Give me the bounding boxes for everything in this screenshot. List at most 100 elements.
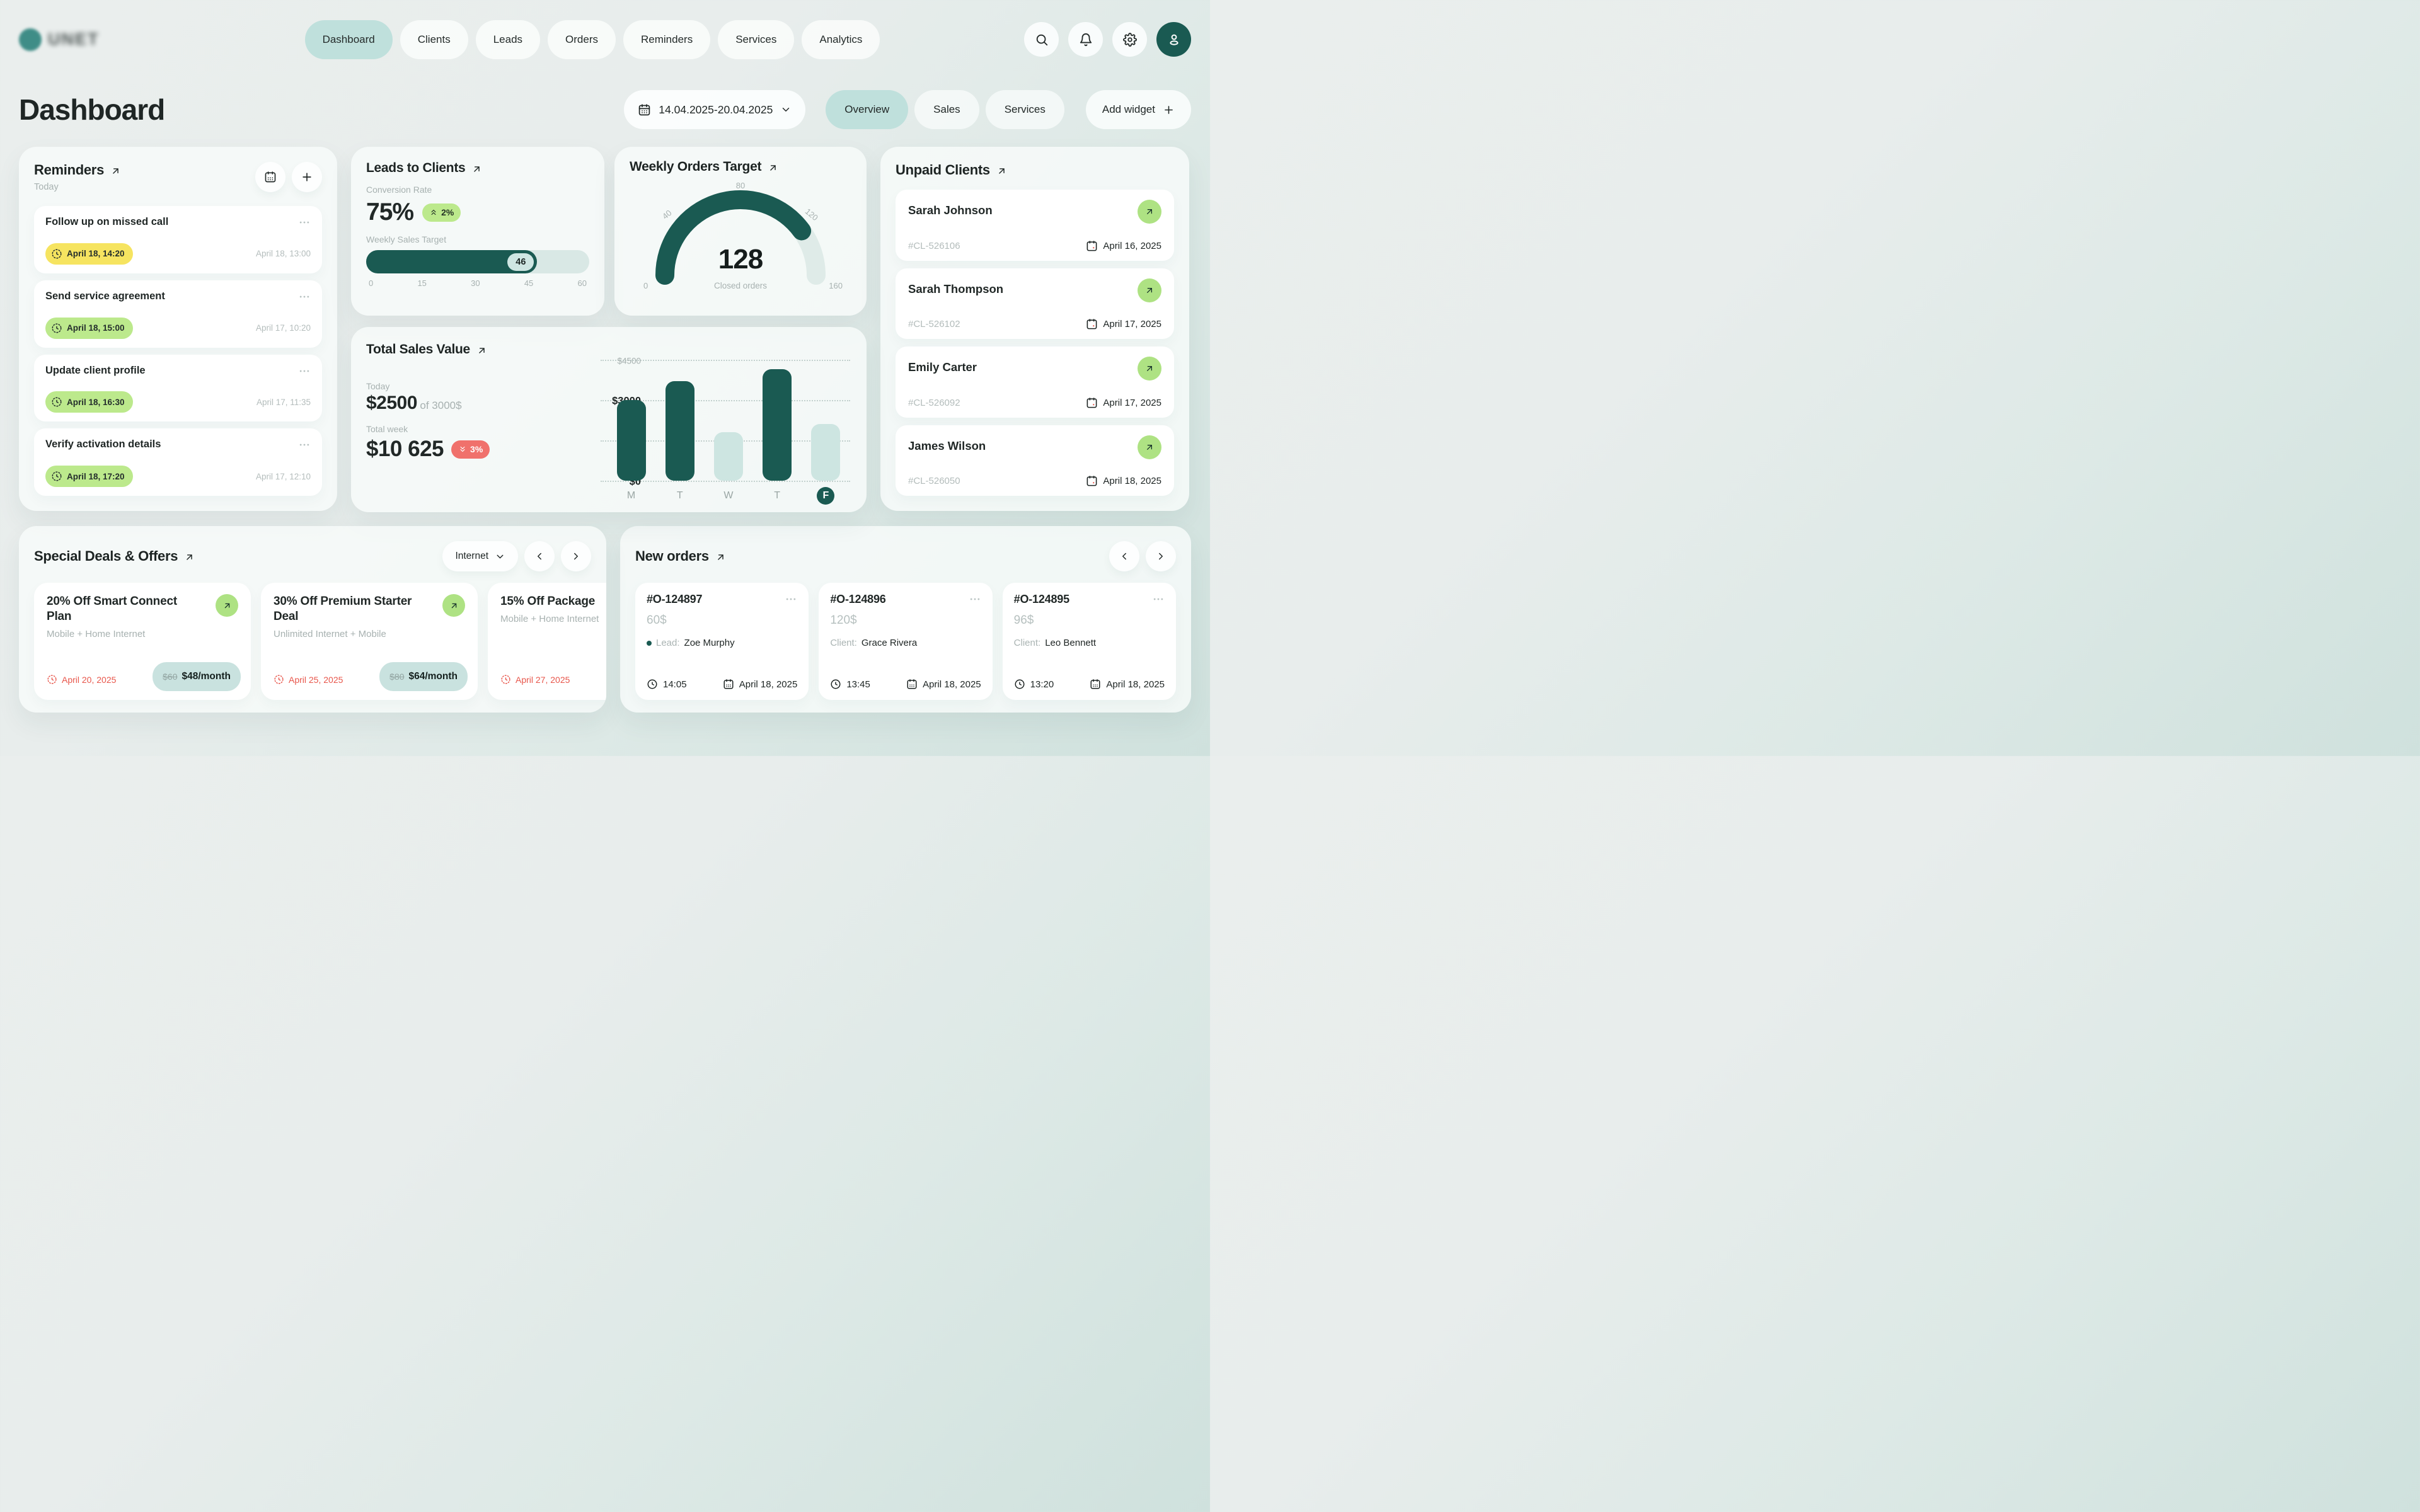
deal-subtitle: Mobile + Home Internet [47,628,146,639]
open-deal-button[interactable] [442,594,465,617]
arrow-up-right-icon [999,168,1005,174]
tab-services[interactable]: Services [985,90,1064,129]
reminder-item[interactable]: Verify activation details April 18, 17:2… [34,428,322,496]
more-options-icon[interactable] [298,216,311,229]
open-client-button[interactable] [1138,278,1161,302]
calendar-icon [639,103,650,115]
due-date: April 16, 2025 [1103,240,1161,251]
unpaid-client-card[interactable]: James Wilson #CL-526050 April 18, 2025 [896,425,1174,496]
clock-dashed-icon [47,675,57,684]
calendar-alert-icon [1087,240,1097,251]
date-range-picker[interactable]: 14.04.2025-20.04.2025 [624,90,806,129]
reminders-title-link[interactable]: Reminders [34,162,121,178]
reminders-title: Reminders [34,162,105,178]
more-options-icon[interactable] [969,593,981,605]
due-date: April 17, 2025 [1103,397,1161,408]
unpaid-clients-title-link[interactable]: Unpaid Clients [896,162,1174,178]
search-button[interactable] [1024,22,1059,57]
reminder-title: Update client profile [45,364,146,376]
orders-gauge: 0 40 80 120 160 128 Closed orders [640,181,843,295]
deals-category-dropdown[interactable]: Internet [442,541,518,571]
nav-item-analytics[interactable]: Analytics [802,20,880,59]
tab-overview[interactable]: Overview [826,90,909,129]
weekly-orders-title-link[interactable]: Weekly Orders Target [630,159,851,175]
order-id: #O-124896 [830,593,886,605]
search-icon [1036,34,1047,45]
more-options-icon[interactable] [298,290,311,303]
open-deal-button[interactable] [216,594,238,617]
due-date: April 18, 2025 [1103,476,1161,486]
profile-avatar[interactable] [1156,22,1191,57]
more-options-icon[interactable] [298,365,311,377]
unpaid-client-card[interactable]: Emily Carter #CL-526092 April 17, 2025 [896,346,1174,418]
bar-friday [811,424,841,481]
deals-carousel: 20% Off Smart Connect Plan Mobile + Home… [34,583,606,700]
deal-price: $64/month [408,671,458,682]
new-orders-title-link[interactable]: New orders [635,548,726,564]
more-options-icon[interactable] [785,593,797,605]
order-card[interactable]: #O-124895 96$ Client: Leo Bennett 13:20 … [1002,583,1176,700]
nav-item-services[interactable]: Services [718,20,795,59]
unpaid-client-card[interactable]: Sarah Johnson #CL-526106 April 16, 2025 [896,190,1174,261]
chevron-down-icon [497,554,504,558]
orders-next-button[interactable] [1146,541,1176,571]
clock-dashed-icon [274,675,284,684]
open-client-button[interactable] [1138,200,1161,224]
arrow-up-right-icon [1147,287,1152,293]
bar-wednesday [713,432,743,481]
conversion-delta-badge: 2% [422,203,461,222]
open-client-button[interactable] [1138,357,1161,381]
deals-next-button[interactable] [561,541,591,571]
reminders-calendar-button[interactable] [255,162,285,192]
deal-card[interactable]: 15% Off Package Mobile + Home Internet A… [488,583,606,700]
reminder-item[interactable]: Update client profile April 18, 16:30 Ap… [34,354,322,422]
reminder-item[interactable]: Follow up on missed call April 18, 14:20… [34,206,322,273]
more-options-icon[interactable] [298,438,311,451]
notifications-button[interactable] [1068,22,1103,57]
order-time: 14:05 [663,679,687,690]
add-widget-button[interactable]: Add widget [1085,90,1191,129]
deal-subtitle: Mobile + Home Internet [500,613,599,624]
reminders-list: Follow up on missed call April 18, 14:20… [34,206,322,496]
deals-prev-button[interactable] [524,541,555,571]
page-header: Dashboard 14.04.2025-20.04.2025 Overview… [0,60,1210,129]
double-chevron-down-icon [460,446,465,452]
conversion-rate-label: Conversion Rate [366,185,432,195]
plus-icon [302,173,311,181]
settings-button[interactable] [1112,22,1147,57]
order-card[interactable]: #O-124897 60$ Lead: Zoe Murphy 14:05 Apr… [635,583,809,700]
unpaid-client-card[interactable]: Sarah Thompson #CL-526102 April 17, 2025 [896,268,1174,339]
deal-subtitle: Unlimited Internet + Mobile [274,628,386,639]
order-date: April 18, 2025 [923,679,981,690]
nav-item-dashboard[interactable]: Dashboard [304,20,393,59]
nav-item-leads[interactable]: Leads [475,20,541,59]
scale-tick: 15 [417,278,427,288]
reminder-logged-time: April 17, 12:10 [255,471,311,481]
tab-sales[interactable]: Sales [914,90,979,129]
order-card[interactable]: #O-124896 120$ Client: Grace Rivera 13:4… [819,583,993,700]
calendar-icon [907,679,917,689]
reminders-add-button[interactable] [292,162,322,192]
bar-thursday [763,369,792,481]
total-sales-title-link[interactable]: Total Sales Value [366,342,851,357]
gauge-tick: 0 [643,281,648,290]
nav-item-orders[interactable]: Orders [548,20,616,59]
order-time: 13:20 [1030,679,1054,690]
today-label: Today [366,381,390,391]
more-options-icon[interactable] [1152,593,1165,605]
orders-prev-button[interactable] [1109,541,1139,571]
leads-to-clients-title-link[interactable]: Leads to Clients [366,161,589,176]
deal-card[interactable]: 30% Off Premium Starter Deal Unlimited I… [261,583,478,700]
nav-item-reminders[interactable]: Reminders [623,20,711,59]
deal-price: $48/month [182,671,231,682]
reminder-item[interactable]: Send service agreement April 18, 15:00 A… [34,280,322,348]
open-client-button[interactable] [1138,435,1161,459]
topbar-actions [1002,22,1191,57]
nav-item-clients[interactable]: Clients [400,20,468,59]
order-date: April 18, 2025 [1106,679,1165,690]
weekly-sales-progress: 46 [366,250,589,273]
reminder-due-pill: April 18, 14:20 [45,243,133,265]
clock-icon [1015,679,1025,689]
deal-card[interactable]: 20% Off Smart Connect Plan Mobile + Home… [34,583,251,700]
special-deals-title-link[interactable]: Special Deals & Offers [34,548,195,564]
